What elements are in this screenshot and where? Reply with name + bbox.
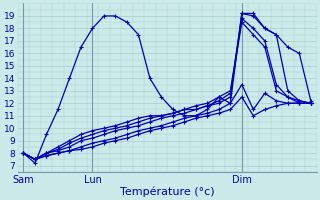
X-axis label: Température (°c): Température (°c): [120, 186, 214, 197]
